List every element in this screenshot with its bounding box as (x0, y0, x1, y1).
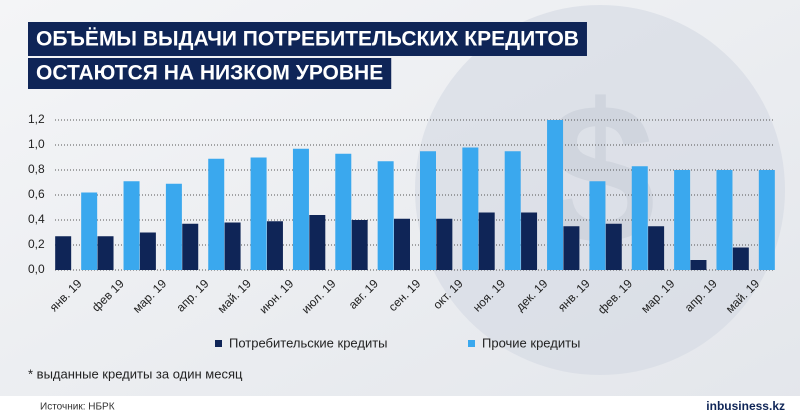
bar (436, 218, 453, 270)
y-tick-label: 0,6 (28, 187, 45, 201)
bar (648, 226, 665, 270)
legend-label: Потребительские кредиты (229, 335, 388, 350)
bar (309, 215, 326, 270)
bar (224, 222, 241, 270)
bar (674, 170, 691, 270)
bar (335, 153, 352, 270)
bar (123, 181, 140, 270)
bar (631, 166, 648, 270)
title-box (28, 58, 392, 89)
y-tick-label: 0,2 (28, 237, 45, 251)
bar (504, 151, 521, 270)
legend-marker (215, 340, 222, 347)
y-tick-label: 1,2 (28, 112, 45, 126)
footnote: * выданные кредиты за один месяц (28, 366, 243, 381)
bar (97, 236, 114, 270)
bar (208, 158, 225, 270)
title-box (28, 22, 587, 56)
bar (420, 151, 436, 270)
bar (732, 247, 749, 270)
bar (605, 223, 622, 270)
bar (266, 221, 283, 270)
y-tick-label: 0,4 (28, 212, 45, 226)
bar (563, 226, 580, 270)
bar (478, 212, 495, 270)
bar (758, 170, 775, 270)
bar (589, 181, 606, 270)
bar (351, 220, 368, 270)
y-tick-label: 1,0 (28, 137, 45, 151)
y-tick-label: 0,8 (28, 162, 45, 176)
footer-bar (0, 396, 800, 418)
bar (690, 260, 707, 270)
bar (55, 236, 72, 270)
bar (165, 183, 182, 270)
bar (292, 148, 309, 270)
brand: inbusiness.kz (706, 399, 785, 413)
bar (716, 170, 733, 270)
bar (462, 147, 479, 270)
y-tick-label: 0,0 (28, 262, 45, 276)
bar (250, 157, 267, 270)
bar (521, 212, 538, 270)
bar (81, 192, 98, 270)
bar (139, 232, 156, 270)
chart-title: ОСТАЮТСЯ НА НИЗКОМ УРОВНЕ (36, 62, 383, 85)
source: Источник: НБРК (40, 402, 115, 413)
bar (547, 120, 564, 270)
bar (377, 161, 394, 270)
legend-marker (468, 340, 475, 347)
bar (394, 218, 410, 270)
bar (182, 223, 199, 270)
chart-title: ОБЪЁМЫ ВЫДАЧИ ПОТРЕБИТЕЛЬСКИХ КРЕДИТОВ (36, 28, 579, 51)
legend-label: Прочие кредиты (482, 335, 580, 350)
